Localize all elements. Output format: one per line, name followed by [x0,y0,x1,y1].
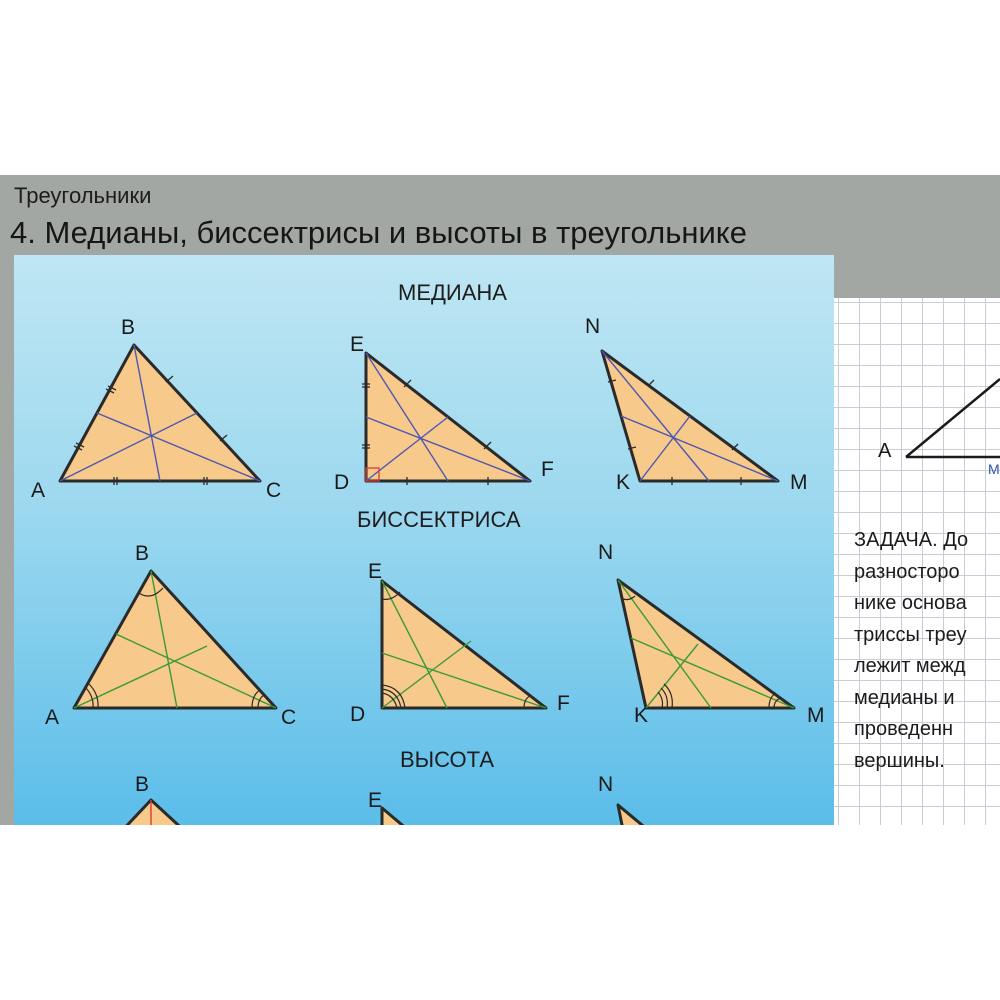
vertex-label-k: K [634,704,648,727]
vertex-label-n: N [598,773,613,796]
task-line: триссы треу [854,623,967,646]
task-line: медианы и [854,686,955,709]
vertex-label-e: E [350,333,364,356]
task-line: проведенн [854,718,954,740]
vertex-label-e: E [368,560,382,583]
vertex-label-b: B [121,316,135,339]
slide-subtitle: Треугольники [14,183,152,208]
slide: Треугольники 4. Медианы, биссектрисы и в… [0,175,1000,825]
median-triangle-abc [58,343,262,485]
vertex-label-m: M [807,704,825,727]
vertex-label-f: F [557,692,570,715]
median-triangle-kmn [600,349,780,485]
vertex-label-c: C [266,479,281,502]
task-segment-label: M [988,461,1000,477]
altitude-triangle-def [380,806,405,825]
vertex-label-b: B [135,542,149,565]
bisector-triangle-kmn [616,578,796,710]
triangles-diagram: A B C D E F K M N A B C D E F K M N B E [31,315,825,825]
section-heading-bisector: БИССЕКТРИСА [357,507,521,532]
vertex-label-f: F [541,458,554,481]
task-line: нике основа [854,592,967,614]
bisector-triangle-def [380,579,548,710]
task-panel: A M ЗАДАЧА. До разносторо нике основа тр… [834,298,1000,825]
task-text: ЗАДАЧА. До разносторо нике основа триссы… [854,525,1000,777]
median-triangle-def [362,351,532,485]
bisector-triangle-abc [72,569,278,710]
section-heading-median: МЕДИАНА [398,280,507,305]
construction-sketch: A M [878,378,1000,477]
vertex-label-a: A [31,479,45,502]
vertex-label-a: A [45,706,59,729]
task-line: разносторо [854,560,960,583]
task-point-label: A [878,440,892,462]
vertex-label-n: N [598,541,613,564]
section-heading-altitude: ВЫСОТА [400,747,495,772]
vertex-label-k: K [616,471,630,494]
altitude-triangle-abc [125,798,181,825]
task-line: вершины. [854,749,945,772]
vertex-label-n: N [585,315,600,338]
vertex-label-b: B [135,773,149,796]
vertex-label-d: D [334,471,349,494]
task-line: лежит межд [854,655,966,677]
vertex-label-e: E [368,789,382,812]
vertex-label-d: D [350,703,365,726]
diagram-panel: A B C D E F K M N A B C D E F K M N B E [14,255,834,825]
vertex-label-c: C [281,706,296,729]
altitude-triangle-kmn [616,803,645,825]
slide-title: 4. Медианы, биссектрисы и высоты в треуг… [10,215,747,250]
vertex-label-m: M [790,471,808,494]
task-line: ЗАДАЧА. До [854,529,969,551]
